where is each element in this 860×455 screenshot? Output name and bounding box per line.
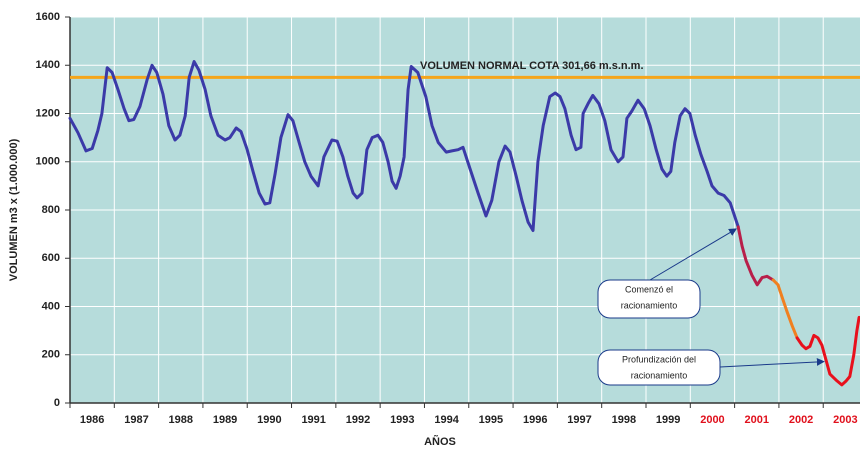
callout-text: Comenzó el [625, 284, 673, 294]
x-tick-label: 1998 [612, 414, 636, 426]
x-tick-label: 1989 [213, 414, 237, 426]
x-tick-label: 1991 [301, 414, 325, 426]
x-tick-label: 1987 [124, 414, 148, 426]
callout-box [597, 349, 721, 386]
y-tick-label: 800 [42, 204, 60, 216]
y-tick-label: 600 [42, 252, 60, 264]
x-tick-label: 2003 [833, 414, 857, 426]
callout-arrow [719, 357, 825, 368]
callout-box [597, 279, 701, 319]
x-tick-label: 1986 [80, 414, 104, 426]
x-axis-label: AÑOS [424, 435, 456, 448]
x-tick-label: 1997 [567, 414, 591, 426]
x-tick-label: 1988 [169, 414, 193, 426]
x-tick-label: 1999 [656, 414, 680, 426]
x-tick-label: 1992 [346, 414, 370, 426]
y-tick-label: 0 [54, 397, 60, 409]
x-tick-label: 1990 [257, 414, 281, 426]
y-tick-label: 200 [42, 349, 60, 361]
callout: Comenzó el racionamiento [597, 228, 738, 319]
callout-text: racionamiento [631, 370, 688, 380]
reference-label: VOLUMEN NORMAL COTA 301,66 m.s.n.m. [420, 60, 644, 72]
data-line [736, 225, 775, 287]
y-tick-label: 1200 [36, 107, 60, 119]
y-tick-label: 1600 [36, 11, 60, 23]
y-axis-label: VOLUMEN m3 x (1.000.000) [8, 138, 20, 281]
x-tick-label: 2001 [745, 414, 769, 426]
x-tick-label: 2000 [700, 414, 724, 426]
x-tick-label: 1995 [479, 414, 503, 426]
callout-text: racionamiento [621, 300, 678, 310]
y-tick-label: 1000 [36, 156, 60, 168]
data-line [771, 278, 799, 340]
x-tick-label: 1994 [434, 414, 459, 426]
data-line [795, 315, 860, 387]
x-tick-label: 2002 [789, 414, 813, 426]
callout-text: Profundización del [622, 354, 696, 364]
y-tick-label: 1400 [36, 59, 60, 71]
data-line [68, 60, 740, 232]
x-tick-label: 1996 [523, 414, 547, 426]
callout: Profundización del racionamiento [597, 349, 825, 386]
x-tick-label: 1993 [390, 414, 414, 426]
y-tick-label: 400 [42, 300, 60, 312]
callout-arrow [649, 228, 738, 281]
